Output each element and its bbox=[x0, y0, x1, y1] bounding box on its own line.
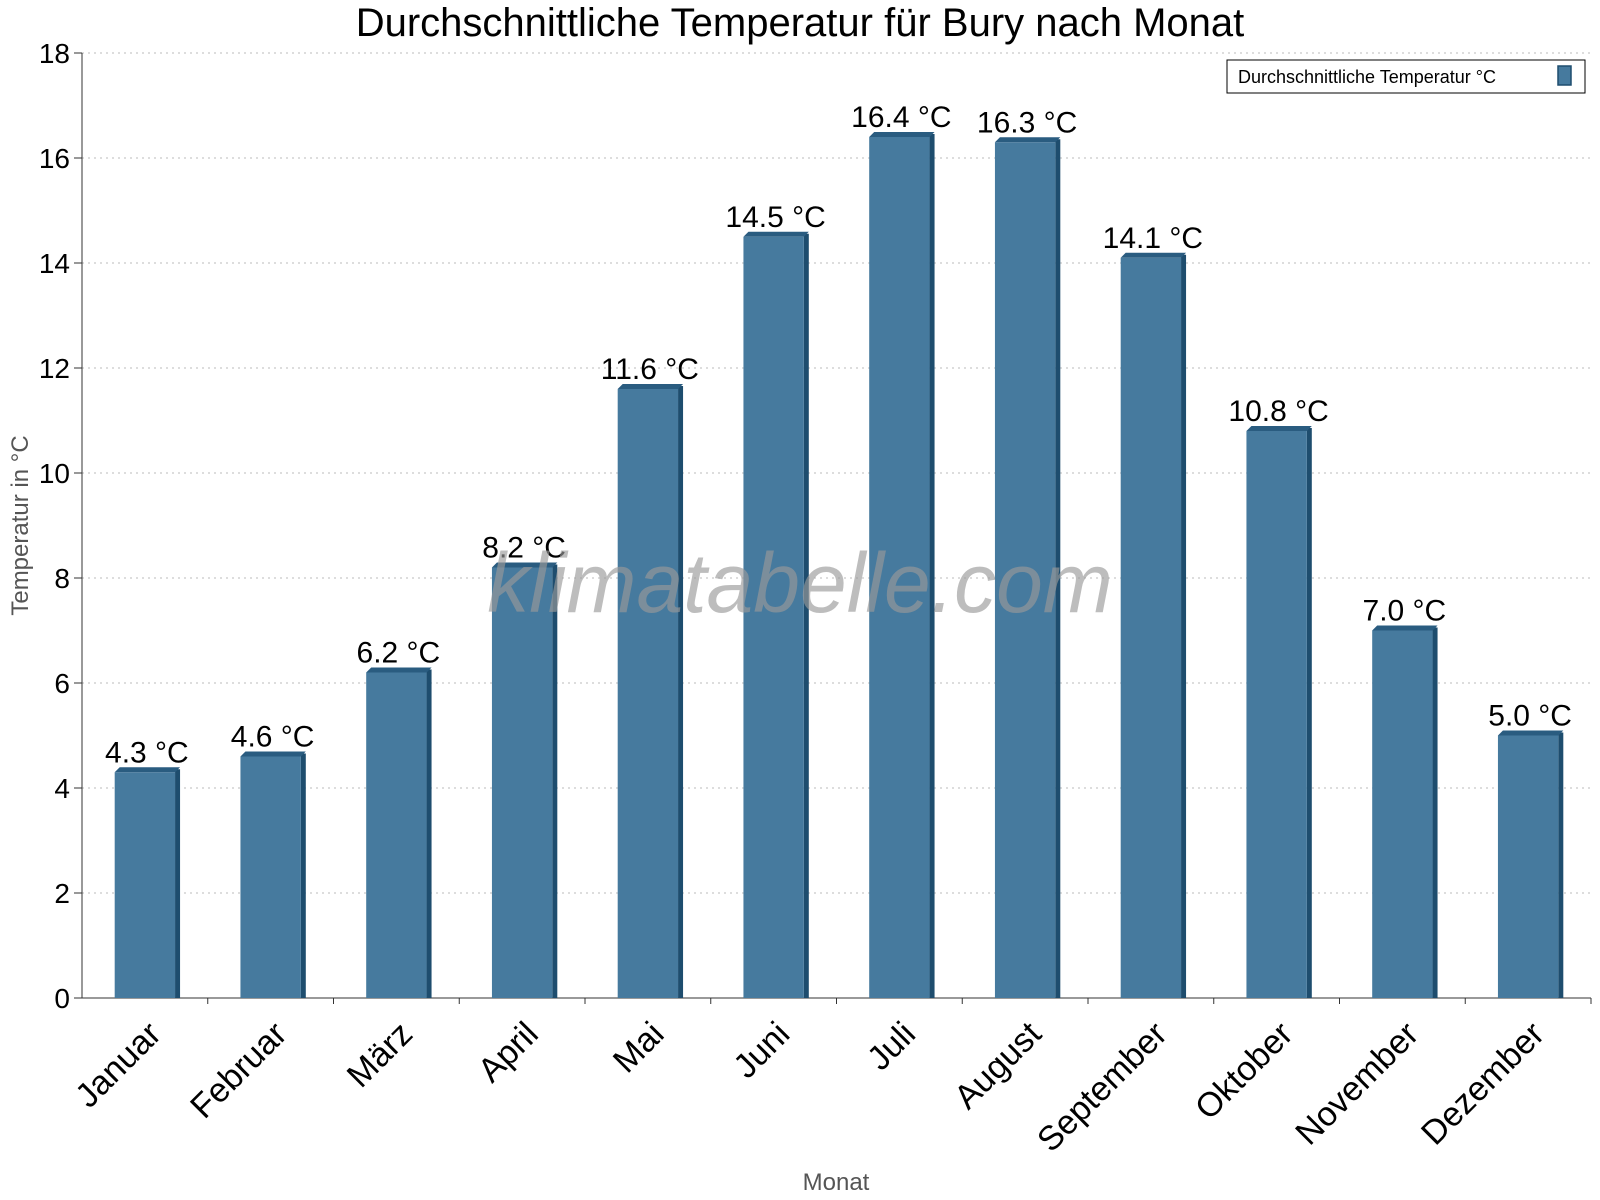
bar-side bbox=[1055, 139, 1061, 998]
bar-data-label: 4.6 °C bbox=[231, 721, 315, 754]
x-tick-label: Oktober bbox=[1188, 1015, 1300, 1127]
bar bbox=[491, 567, 553, 998]
y-tick-label: 0 bbox=[54, 983, 70, 1014]
x-tick-label: Dezember bbox=[1414, 1015, 1552, 1153]
bar-side bbox=[1181, 254, 1187, 998]
watermark: klimatabelle.com bbox=[487, 536, 1113, 630]
bar-top bbox=[869, 132, 935, 137]
y-tick-label: 2 bbox=[54, 878, 70, 909]
gridlines bbox=[82, 52, 1591, 894]
x-axis-ticks: Januar Februar März April Mai Juni Juli AugustS… bbox=[68, 998, 1592, 1159]
x-tick-label: August bbox=[947, 1014, 1049, 1116]
legend-swatch bbox=[1557, 65, 1572, 86]
x-tick-label: Juli bbox=[860, 1015, 923, 1078]
bar bbox=[617, 389, 679, 998]
bar bbox=[743, 236, 804, 998]
bars bbox=[114, 132, 1564, 998]
x-tick-label: März bbox=[340, 1015, 420, 1095]
x-tick-label: September bbox=[1030, 1015, 1174, 1159]
bar-top bbox=[617, 384, 684, 389]
bar-data-label: 14.1 °C bbox=[1103, 222, 1203, 255]
x-tick-label: Mai bbox=[606, 1015, 672, 1081]
bar-data-label: 10.8 °C bbox=[1228, 395, 1328, 428]
bar-top bbox=[743, 231, 809, 237]
bar-side bbox=[1432, 627, 1438, 998]
bar-data-label: 8.2 °C bbox=[482, 532, 566, 565]
bar-data-label: 16.4 °C bbox=[851, 101, 951, 134]
y-axis-title: Temperatur in °C bbox=[7, 435, 34, 615]
bar bbox=[240, 756, 301, 998]
bar-data-label: 7.0 °C bbox=[1363, 595, 1447, 628]
bar bbox=[114, 772, 176, 998]
chart-title: Durchschnittliche Temperatur für Bury na… bbox=[356, 1, 1245, 45]
bar-top bbox=[114, 767, 181, 773]
bar-side bbox=[803, 233, 809, 998]
bar-side bbox=[426, 669, 432, 998]
y-tick-label: 4 bbox=[54, 773, 70, 804]
bar-top bbox=[1120, 252, 1187, 258]
bar-data-label: 6.2 °C bbox=[357, 637, 441, 670]
y-tick-label: 8 bbox=[54, 563, 70, 594]
y-tick-label: 6 bbox=[54, 668, 70, 699]
bar-side bbox=[678, 386, 684, 998]
bar bbox=[1372, 630, 1433, 998]
bar bbox=[869, 137, 930, 998]
bar-side bbox=[300, 753, 306, 998]
axes bbox=[81, 53, 1591, 999]
legend-label: Durchschnittliche Temperatur °C bbox=[1238, 67, 1496, 87]
bar bbox=[994, 142, 1056, 998]
x-tick-label: Juni bbox=[726, 1015, 797, 1086]
bar-data-label: 4.3 °C bbox=[105, 736, 189, 769]
legend: Durchschnittliche Temperatur °C bbox=[1226, 59, 1586, 94]
x-axis-title: Monat bbox=[803, 1169, 870, 1196]
bar-side bbox=[1558, 732, 1564, 998]
y-tick-label: 12 bbox=[39, 353, 70, 384]
x-tick-label: Januar bbox=[68, 1015, 168, 1115]
bar-side bbox=[1306, 428, 1312, 998]
data-labels: 4.3 °C 4.6 °C 6.2 °C 8.2 °C 11.6 °C 14.5 °C 16… bbox=[105, 101, 1572, 769]
bar-top bbox=[994, 137, 1061, 143]
bar-data-label: 14.5 °C bbox=[725, 201, 825, 234]
bar bbox=[1246, 431, 1307, 998]
x-tick-label: November bbox=[1288, 1015, 1426, 1153]
bar-side bbox=[552, 564, 558, 998]
y-axis-ticks: 0 2 4 6 8 10 12 14 16 18 bbox=[39, 38, 82, 1014]
bar-side bbox=[175, 769, 181, 998]
bar-top bbox=[240, 751, 306, 757]
x-tick-label: April bbox=[471, 1015, 546, 1090]
bar-top bbox=[1372, 625, 1438, 631]
bar-data-label: 5.0 °C bbox=[1488, 700, 1572, 733]
y-tick-label: 18 bbox=[39, 38, 70, 69]
bar bbox=[1120, 257, 1182, 998]
bar-data-label: 11.6 °C bbox=[601, 353, 699, 386]
bar-side bbox=[929, 134, 935, 998]
legend-box bbox=[1226, 59, 1586, 94]
bar-top bbox=[1246, 426, 1312, 431]
bar-top bbox=[1497, 730, 1564, 736]
bar-data-label: 16.3 °C bbox=[977, 106, 1077, 139]
y-tick-label: 10 bbox=[39, 458, 70, 489]
bar-top bbox=[491, 562, 558, 568]
bar-top bbox=[366, 667, 432, 673]
bar bbox=[1497, 735, 1559, 998]
bar bbox=[366, 672, 427, 998]
x-tick-label: Februar bbox=[183, 1015, 294, 1126]
y-tick-label: 16 bbox=[39, 143, 70, 174]
y-tick-label: 14 bbox=[39, 248, 70, 279]
